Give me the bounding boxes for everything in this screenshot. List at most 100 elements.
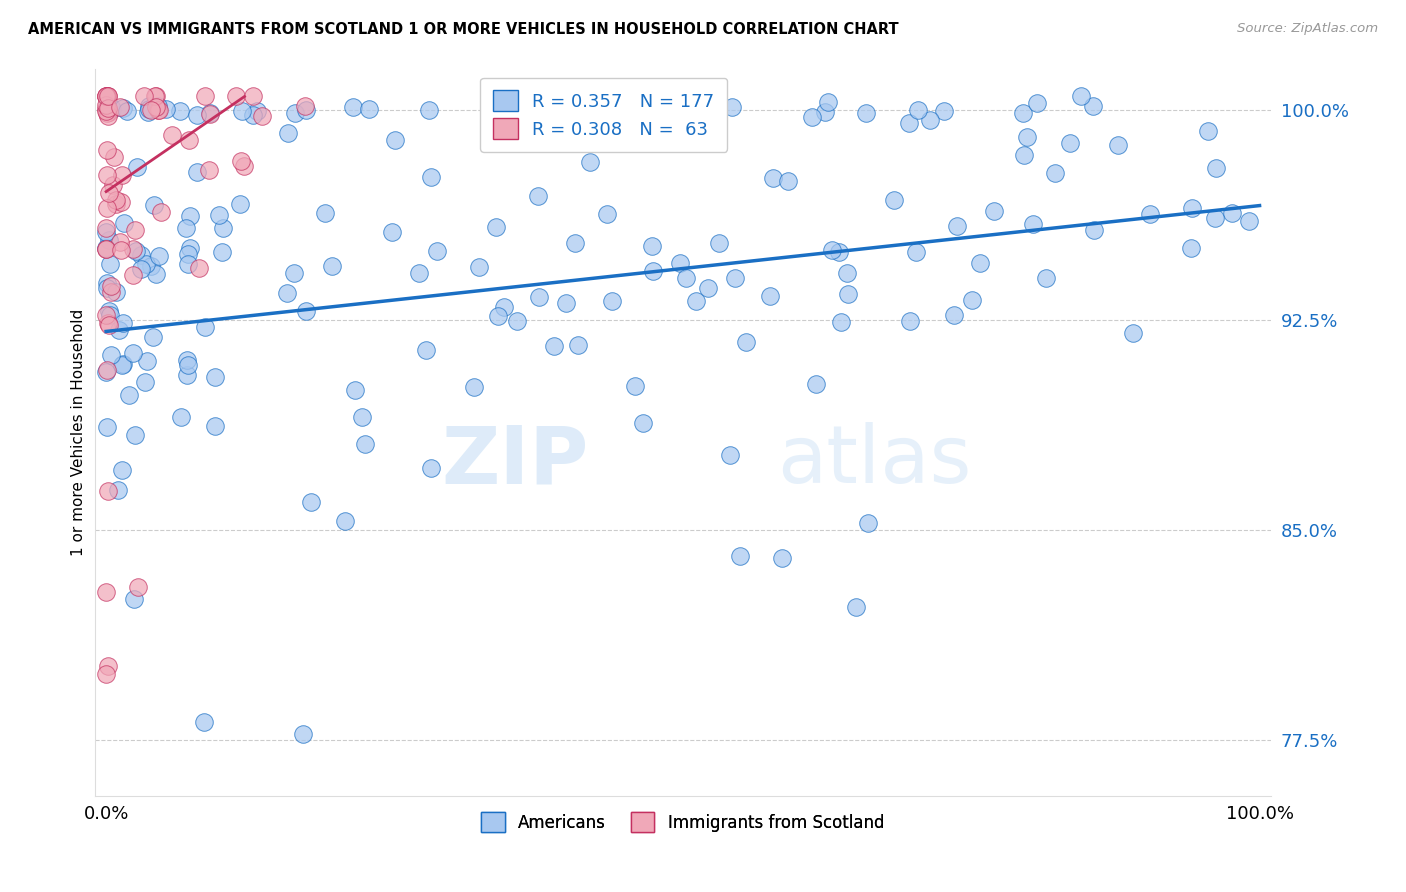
Point — [104, 197, 127, 211]
Point — [94, 667, 117, 681]
Point — [107, 323, 129, 337]
Point — [485, 220, 508, 235]
Point — [97, 89, 120, 103]
Text: AMERICAN VS IMMIGRANTS FROM SCOTLAND 1 OR MORE VEHICLES IN HOUSEHOLD CORRELATION: AMERICAN VS IMMIGRANTS FROM SCOTLAND 1 O… — [28, 22, 898, 37]
Point — [641, 239, 664, 253]
Point — [277, 127, 299, 141]
Point — [129, 262, 152, 277]
Point — [170, 410, 193, 425]
Point — [94, 89, 117, 103]
Point — [420, 460, 443, 475]
Point — [145, 267, 167, 281]
Point — [94, 366, 117, 380]
Point — [806, 377, 828, 392]
Point — [177, 247, 200, 261]
Point — [134, 375, 156, 389]
Point — [335, 514, 357, 528]
Point — [176, 257, 198, 271]
Point — [176, 368, 198, 382]
Point — [1070, 89, 1092, 103]
Point — [1180, 241, 1202, 255]
Point — [506, 313, 529, 327]
Point — [827, 245, 849, 260]
Point — [770, 551, 793, 566]
Point — [344, 383, 367, 397]
Point — [932, 103, 955, 118]
Point — [1059, 136, 1081, 151]
Point — [1012, 105, 1035, 120]
Point — [124, 223, 146, 237]
Point — [384, 133, 406, 147]
Point — [143, 197, 166, 211]
Point — [486, 309, 509, 323]
Point — [856, 516, 879, 531]
Point — [1197, 124, 1219, 138]
Point — [564, 236, 586, 251]
Point — [342, 100, 364, 114]
Point — [845, 600, 868, 615]
Point — [1012, 148, 1035, 162]
Point — [1107, 138, 1129, 153]
Point — [1220, 206, 1243, 220]
Point — [148, 103, 170, 117]
Point — [96, 225, 118, 239]
Point — [641, 104, 664, 119]
Point — [198, 163, 221, 178]
Point — [194, 89, 217, 103]
Point — [855, 106, 877, 120]
Point — [112, 357, 135, 371]
Point — [1204, 211, 1226, 226]
Point — [675, 270, 697, 285]
Point — [734, 334, 756, 349]
Point — [98, 308, 121, 322]
Text: Source: ZipAtlas.com: Source: ZipAtlas.com — [1237, 22, 1378, 36]
Point — [96, 106, 118, 120]
Point — [200, 106, 222, 120]
Point — [104, 285, 127, 299]
Point — [352, 409, 374, 424]
Point — [983, 204, 1005, 219]
Point — [381, 225, 404, 239]
Legend: Americans, Immigrants from Scotland: Americans, Immigrants from Scotland — [475, 805, 891, 838]
Point — [177, 359, 200, 373]
Point — [920, 113, 942, 128]
Point — [107, 483, 129, 497]
Point — [242, 107, 264, 121]
Point — [762, 170, 785, 185]
Point — [186, 108, 208, 122]
Point — [97, 186, 120, 201]
Point — [97, 303, 120, 318]
Point — [104, 193, 127, 207]
Point — [111, 358, 134, 372]
Point — [141, 103, 163, 117]
Point — [160, 128, 183, 142]
Point — [179, 209, 201, 223]
Point — [117, 388, 139, 402]
Point — [212, 221, 235, 235]
Point — [108, 101, 131, 115]
Point — [1081, 99, 1104, 113]
Point — [122, 346, 145, 360]
Point — [314, 206, 336, 220]
Point — [179, 241, 201, 255]
Point — [103, 149, 125, 163]
Point — [110, 243, 132, 257]
Point — [1015, 130, 1038, 145]
Point — [94, 221, 117, 235]
Point — [148, 249, 170, 263]
Point — [662, 105, 685, 120]
Text: atlas: atlas — [778, 422, 972, 500]
Point — [943, 308, 966, 322]
Point — [136, 104, 159, 119]
Point — [146, 103, 169, 117]
Point — [426, 244, 449, 258]
Point — [94, 89, 117, 103]
Point — [96, 277, 118, 291]
Point — [96, 585, 118, 599]
Point — [295, 103, 318, 118]
Point — [96, 280, 118, 294]
Point — [1122, 326, 1144, 341]
Point — [294, 99, 316, 113]
Point — [176, 353, 198, 368]
Point — [111, 101, 134, 115]
